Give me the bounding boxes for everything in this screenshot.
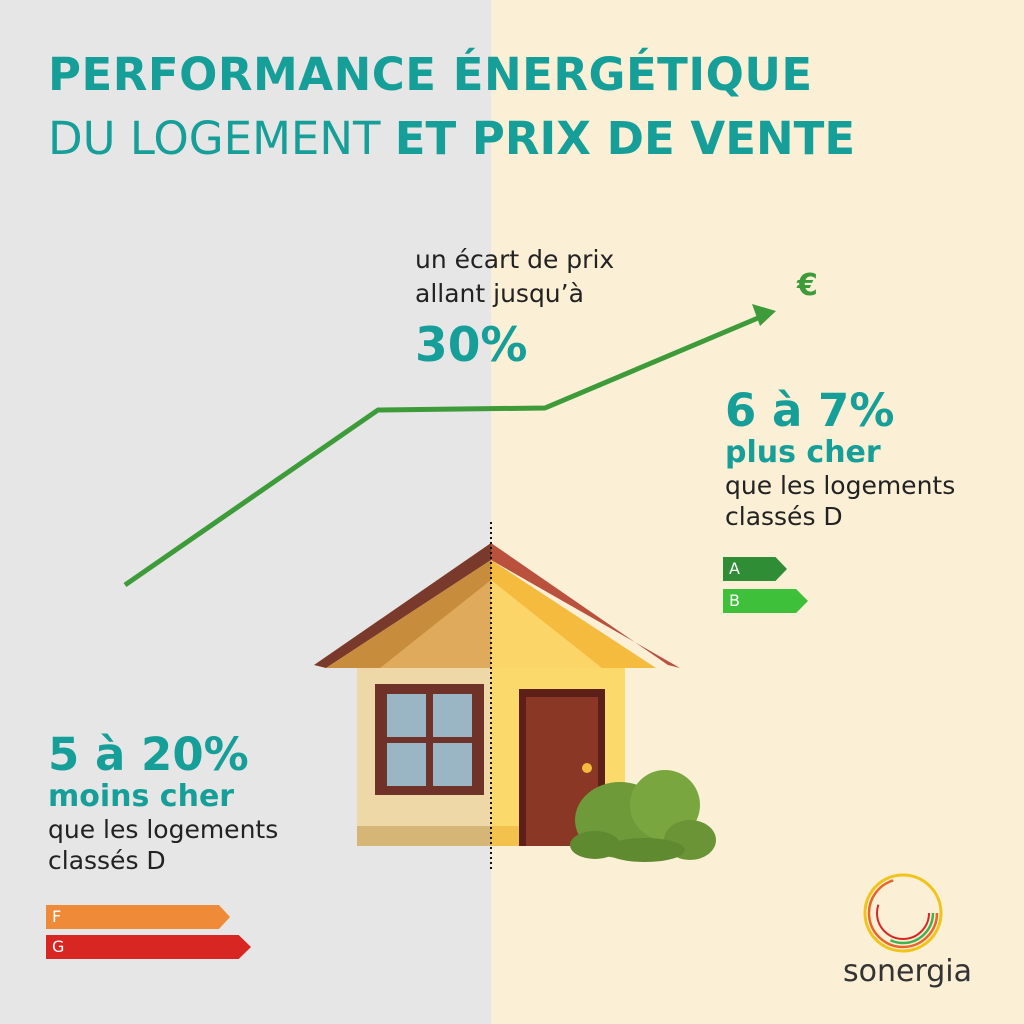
house <box>314 522 716 870</box>
energy-class-b: B <box>723 589 808 613</box>
title-line-2-light: DU LOGEMENT <box>48 112 395 165</box>
inefficient-label: moins cher <box>48 779 235 814</box>
inefficient-stat: 5 à 20% moins cher que les logements cla… <box>48 730 278 876</box>
brand-name: sonergia <box>843 954 973 989</box>
energy-class-g: G <box>46 935 251 959</box>
title-line-1: PERFORMANCE ÉNERGÉTIQUE <box>48 48 813 101</box>
inefficient-desc-1: que les logements <box>48 815 279 844</box>
price-trend-line <box>123 315 759 588</box>
euro-icon: € <box>797 268 818 303</box>
inefficient-percent: 5 à 20% <box>48 728 249 781</box>
title-line-2-bold: ET PRIX DE VENTE <box>394 112 856 165</box>
energy-class-a: A <box>723 557 787 581</box>
price-gap-line-1: un écart de prix <box>415 245 615 274</box>
price-gap-value: 30% <box>415 318 528 373</box>
efficient-label: plus cher <box>725 435 881 470</box>
trend-arrowhead <box>752 304 776 326</box>
bush <box>570 770 716 862</box>
price-gap-line-2: allant jusqu’à <box>415 279 584 308</box>
left-background <box>0 0 491 1024</box>
inefficient-desc-2: classés D <box>48 846 166 875</box>
energy-class-f: F <box>46 905 230 929</box>
sonergia-logo-icon <box>863 873 943 953</box>
efficient-percent: 6 à 7% <box>725 384 895 437</box>
efficient-stat: 6 à 7% plus cher que les logements class… <box>725 386 955 532</box>
efficient-desc-1: que les logements <box>725 471 956 500</box>
efficient-desc-2: classés D <box>725 502 843 531</box>
price-gap-note: un écart de prix allant jusqu’à <box>415 243 614 311</box>
title-line-2: DU LOGEMENT ET PRIX DE VENTE <box>48 112 855 165</box>
